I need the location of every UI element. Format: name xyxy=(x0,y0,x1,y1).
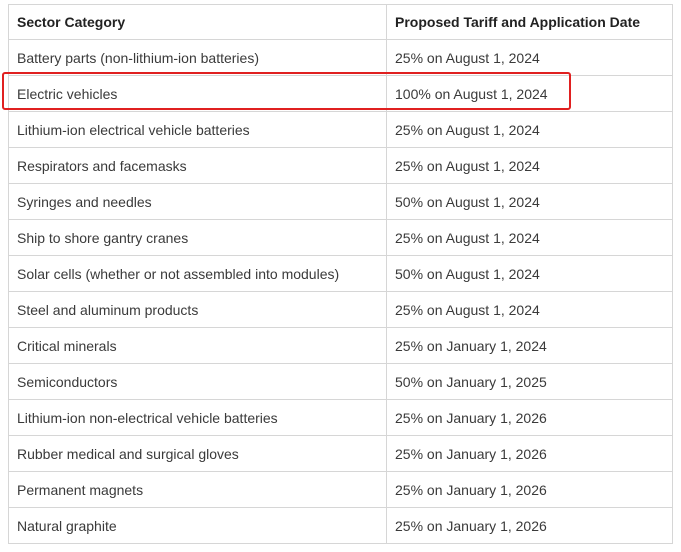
sector-cell: Steel and aluminum products xyxy=(8,291,387,328)
table-row: Ship to shore gantry cranes 25% on Augus… xyxy=(8,219,673,256)
sector-cell: Solar cells (whether or not assembled in… xyxy=(8,255,387,292)
sector-cell: Natural graphite xyxy=(8,507,387,544)
tariff-cell: 25% on August 1, 2024 xyxy=(386,291,673,328)
tariff-cell: 100% on August 1, 2024 xyxy=(386,75,673,112)
table-row: Lithium-ion non-electrical vehicle batte… xyxy=(8,399,673,436)
table-row: Battery parts (non-lithium-ion batteries… xyxy=(8,39,673,76)
sector-cell: Ship to shore gantry cranes xyxy=(8,219,387,256)
table-row: Lithium-ion electrical vehicle batteries… xyxy=(8,111,673,148)
table-row: Natural graphite 25% on January 1, 2026 xyxy=(8,507,673,544)
sector-cell: Lithium-ion electrical vehicle batteries xyxy=(8,111,387,148)
table-row: Syringes and needles 50% on August 1, 20… xyxy=(8,183,673,220)
sector-cell: Critical minerals xyxy=(8,327,387,364)
tariff-table: Sector Category Proposed Tariff and Appl… xyxy=(8,4,673,544)
sector-cell: Electric vehicles xyxy=(8,75,387,112)
table-row: Semiconductors 50% on January 1, 2025 xyxy=(8,363,673,400)
tariff-cell: 50% on August 1, 2024 xyxy=(386,255,673,292)
sector-cell: Permanent magnets xyxy=(8,471,387,508)
sector-cell: Semiconductors xyxy=(8,363,387,400)
table-header-row: Sector Category Proposed Tariff and Appl… xyxy=(8,4,673,40)
table-row: Permanent magnets 25% on January 1, 2026 xyxy=(8,471,673,508)
sector-cell: Syringes and needles xyxy=(8,183,387,220)
tariff-cell: 25% on January 1, 2024 xyxy=(386,327,673,364)
tariff-cell: 25% on January 1, 2026 xyxy=(386,399,673,436)
tariff-cell: 25% on August 1, 2024 xyxy=(386,39,673,76)
table-row: Critical minerals 25% on January 1, 2024 xyxy=(8,327,673,364)
table-row: Rubber medical and surgical gloves 25% o… xyxy=(8,435,673,472)
tariff-cell: 25% on January 1, 2026 xyxy=(386,507,673,544)
table-row: Electric vehicles 100% on August 1, 2024 xyxy=(8,75,673,112)
sector-cell: Respirators and facemasks xyxy=(8,147,387,184)
tariff-cell: 25% on August 1, 2024 xyxy=(386,111,673,148)
tariff-cell: 25% on August 1, 2024 xyxy=(386,219,673,256)
sector-cell: Battery parts (non-lithium-ion batteries… xyxy=(8,39,387,76)
tariff-cell: 25% on January 1, 2026 xyxy=(386,471,673,508)
tariff-cell: 50% on January 1, 2025 xyxy=(386,363,673,400)
sector-cell: Lithium-ion non-electrical vehicle batte… xyxy=(8,399,387,436)
header-proposed-tariff: Proposed Tariff and Application Date xyxy=(386,4,673,40)
tariff-cell: 50% on August 1, 2024 xyxy=(386,183,673,220)
table-row: Solar cells (whether or not assembled in… xyxy=(8,255,673,292)
sector-cell: Rubber medical and surgical gloves xyxy=(8,435,387,472)
table-row: Steel and aluminum products 25% on Augus… xyxy=(8,291,673,328)
table-row: Respirators and facemasks 25% on August … xyxy=(8,147,673,184)
tariff-cell: 25% on August 1, 2024 xyxy=(386,147,673,184)
tariff-cell: 25% on January 1, 2026 xyxy=(386,435,673,472)
header-sector-category: Sector Category xyxy=(8,4,387,40)
